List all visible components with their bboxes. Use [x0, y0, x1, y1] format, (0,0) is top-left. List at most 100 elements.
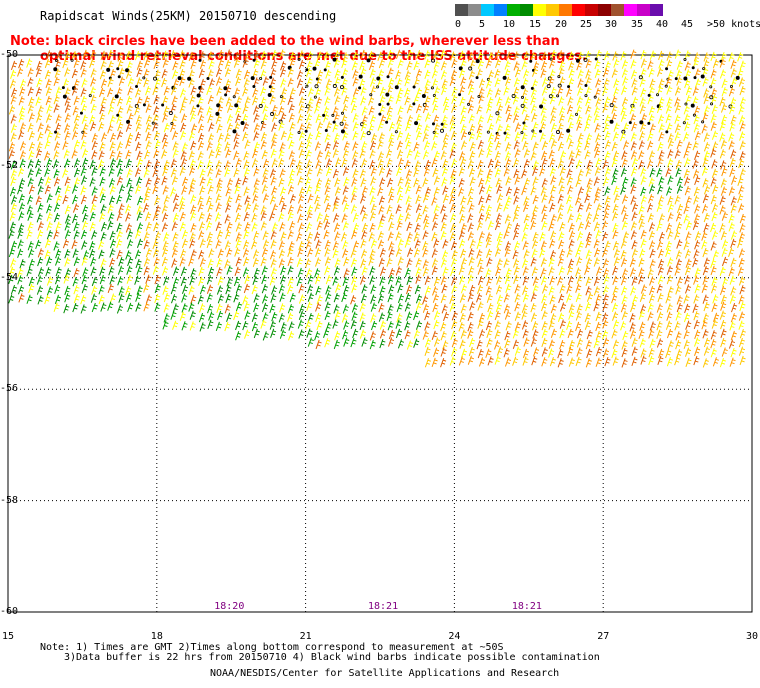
wind-barb [270, 176, 277, 186]
wind-barb [109, 115, 116, 125]
wind-barb [595, 266, 603, 276]
wind-barb [145, 294, 152, 304]
wind-barb [496, 202, 503, 212]
wind-barb [109, 195, 116, 206]
wind-barb [44, 184, 51, 195]
wind-barb [593, 302, 600, 312]
wind-barb [459, 239, 466, 249]
wind-barb [478, 148, 485, 158]
wind-barb [370, 294, 377, 304]
wind-barb [226, 114, 234, 124]
wind-barb [325, 78, 332, 88]
wind-barb [666, 303, 673, 313]
contamination-circle [385, 120, 389, 124]
wind-barb [558, 231, 565, 241]
wind-barb [215, 239, 222, 249]
wind-barb [530, 220, 537, 230]
wind-barb [17, 275, 24, 285]
wind-barb [145, 131, 152, 142]
wind-barb [443, 311, 450, 322]
wind-barb [514, 122, 522, 132]
wind-barb [189, 112, 197, 122]
wind-barb [585, 276, 592, 286]
wind-barb [287, 185, 295, 195]
wind-barb [64, 249, 71, 259]
wind-barb [638, 329, 645, 339]
wind-barb [172, 148, 179, 158]
wind-barb [17, 67, 24, 77]
wind-barb [334, 186, 341, 196]
wind-barb [64, 96, 71, 106]
wind-barb [568, 239, 575, 249]
wind-barb [161, 222, 168, 232]
wind-barb [161, 149, 168, 159]
wind-barb [235, 203, 242, 213]
wind-barb [386, 257, 393, 267]
wind-barb [278, 121, 285, 131]
wind-barb [135, 131, 142, 142]
contamination-circle [88, 94, 92, 98]
wind-barb [494, 340, 501, 350]
wind-barb [667, 133, 674, 143]
wind-barb [18, 211, 25, 221]
wind-barb [711, 319, 718, 329]
wind-barb [145, 103, 152, 113]
wind-barb [10, 69, 17, 79]
wind-barb [513, 51, 520, 61]
wind-barb [567, 328, 574, 339]
wind-barb [287, 177, 295, 187]
contamination-circle [252, 84, 256, 88]
wind-barb [495, 140, 502, 151]
wind-barb [422, 267, 429, 277]
wind-barb [503, 348, 510, 358]
wind-barb [440, 49, 447, 60]
wind-barb [360, 249, 368, 259]
wind-barb [53, 150, 60, 160]
wind-barb [53, 95, 60, 105]
wind-barb [217, 310, 224, 321]
wind-barb [89, 86, 96, 96]
wind-barb [415, 103, 423, 114]
contamination-circle [700, 74, 705, 79]
wind-barb [270, 293, 277, 303]
wind-barb [324, 60, 331, 71]
wind-barb [126, 104, 133, 114]
wind-barb [692, 159, 699, 169]
wind-barb [244, 96, 251, 106]
wind-barb [369, 266, 376, 276]
wind-barb [638, 267, 645, 277]
wind-barb [55, 221, 62, 231]
wind-barb [28, 248, 35, 258]
wind-barb [657, 157, 664, 167]
wind-barb [118, 257, 125, 267]
wind-barb [17, 268, 24, 278]
wind-barb [243, 240, 250, 250]
wind-barb [162, 113, 169, 123]
wind-barb [431, 221, 438, 231]
contamination-circle [314, 84, 319, 89]
wind-barb [235, 232, 242, 242]
wind-barb [206, 106, 213, 116]
wind-barb [666, 51, 673, 61]
wind-barb [288, 321, 295, 331]
wind-barb [728, 132, 735, 142]
wind-barb [261, 284, 268, 294]
wind-barb [116, 238, 123, 249]
contamination-circle [340, 75, 344, 79]
wind-barb [703, 223, 710, 233]
wind-barb [568, 339, 575, 350]
wind-barb [53, 202, 61, 212]
wind-barb [541, 60, 548, 71]
wind-barb [63, 149, 70, 159]
wind-barb [215, 76, 223, 86]
wind-barb [64, 130, 71, 141]
wind-barb [53, 103, 60, 113]
wind-barb [631, 240, 638, 250]
wind-barb [460, 223, 467, 233]
wind-barb [253, 230, 260, 241]
wind-barb [369, 195, 376, 205]
wind-barb [81, 78, 88, 88]
wind-barb [602, 220, 609, 230]
wind-barb [532, 121, 539, 132]
wind-barb [693, 195, 700, 205]
